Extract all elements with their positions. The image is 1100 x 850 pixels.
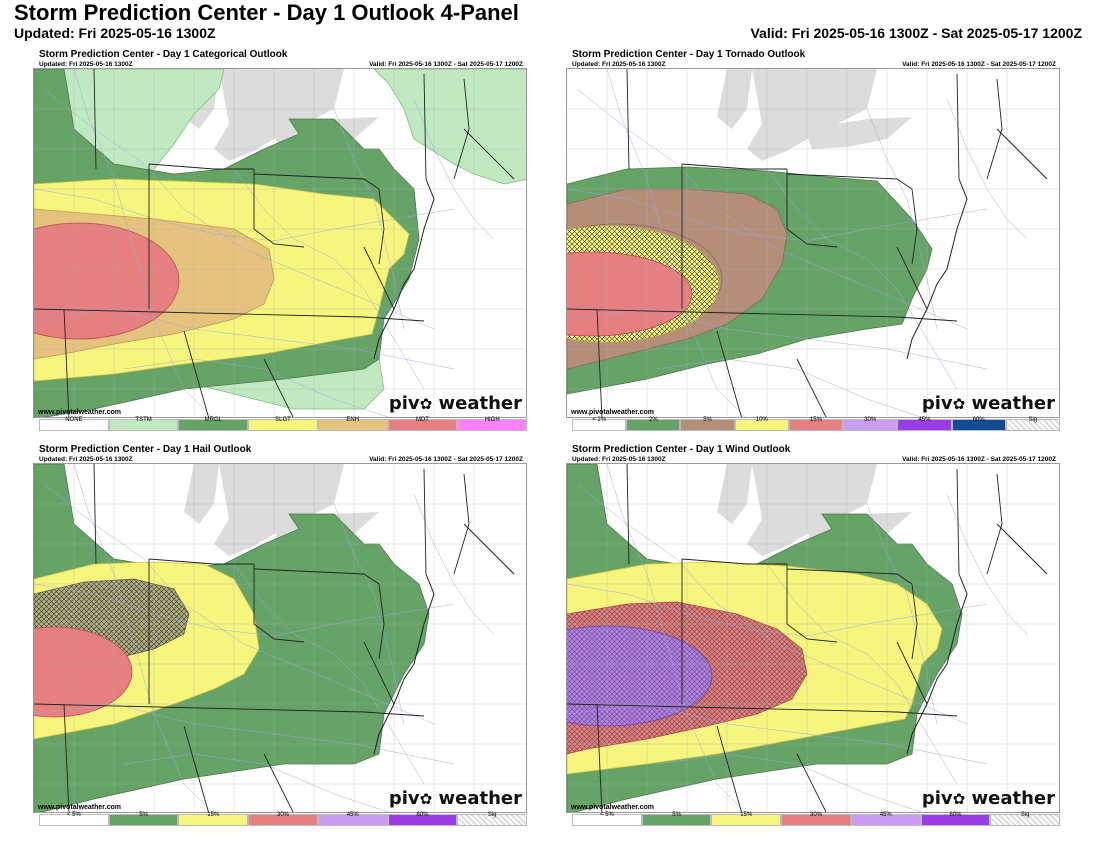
legend-item: 2% bbox=[626, 417, 681, 431]
panel-categorical: Storm Prediction Center - Day 1 Categori… bbox=[33, 46, 528, 438]
legend-categorical: NONE TSTM MRGL SLGT ENH MDT HIGH bbox=[39, 417, 528, 431]
legend-item: 15% bbox=[788, 417, 844, 431]
watermark-logo: piv✿ weather bbox=[388, 788, 522, 809]
legend-item: 45% bbox=[850, 812, 921, 826]
legend-item: 15% bbox=[178, 812, 249, 826]
panel-valid: Valid: Fri 2025-05-16 1300Z - Sat 2025-0… bbox=[369, 61, 523, 68]
legend-item: HIGH bbox=[457, 417, 528, 431]
legend-hail: < 5% 5% 15% 30% 45% 60% Sig bbox=[39, 812, 528, 826]
source-url: www.pivotalweather.com bbox=[38, 804, 121, 811]
legend-item: < 5% bbox=[39, 812, 109, 826]
logo-star-icon: ✿ bbox=[419, 395, 433, 413]
map-wind: www.pivotalweather.com piv✿ weather bbox=[566, 463, 1060, 813]
panel-valid: Valid: Fri 2025-05-16 1300Z - Sat 2025-0… bbox=[902, 61, 1056, 68]
source-url: www.pivotalweather.com bbox=[571, 804, 654, 811]
legend-tornado: < 2% 2% 5% 10% 15% 30% 45% 60% Sig bbox=[572, 417, 1060, 431]
source-url: www.pivotalweather.com bbox=[38, 409, 121, 416]
legend-item: NONE bbox=[39, 417, 109, 431]
legend-wind: < 5% 5% 15% 30% 45% 60% Sig bbox=[572, 812, 1061, 826]
legend-item: Sig bbox=[990, 812, 1061, 826]
panel-tornado: Storm Prediction Center - Day 1 Tornado … bbox=[566, 46, 1060, 438]
legend-item: 60% bbox=[951, 417, 1006, 431]
legend-item: 45% bbox=[317, 812, 388, 826]
panel-hail: Storm Prediction Center - Day 1 Hail Out… bbox=[33, 441, 528, 833]
legend-item: ENH bbox=[317, 417, 388, 431]
legend-item: 30% bbox=[248, 812, 318, 826]
legend-item: < 2% bbox=[572, 417, 627, 431]
legend-item: 5% bbox=[680, 417, 735, 431]
legend-item: 15% bbox=[711, 812, 782, 826]
source-url: www.pivotalweather.com bbox=[571, 409, 654, 416]
legend-item: 45% bbox=[897, 417, 952, 431]
logo-star-icon: ✿ bbox=[419, 790, 433, 808]
logo-star-icon: ✿ bbox=[952, 790, 966, 808]
panel-title: Storm Prediction Center - Day 1 Hail Out… bbox=[39, 444, 252, 455]
legend-item: MRGL bbox=[178, 417, 249, 431]
panel-updated: Updated: Fri 2025-05-16 1300Z bbox=[39, 61, 133, 68]
map-hail: www.pivotalweather.com piv✿ weather bbox=[33, 463, 527, 813]
valid-period: Valid: Fri 2025-05-16 1300Z - Sat 2025-0… bbox=[750, 25, 1082, 41]
page-title: Storm Prediction Center - Day 1 Outlook … bbox=[14, 0, 519, 25]
panel-updated: Updated: Fri 2025-05-16 1300Z bbox=[572, 61, 666, 68]
legend-item: < 5% bbox=[572, 812, 642, 826]
logo-star-icon: ✿ bbox=[952, 395, 966, 413]
legend-item: MDT bbox=[387, 417, 458, 431]
panel-valid: Valid: Fri 2025-05-16 1300Z - Sat 2025-0… bbox=[369, 456, 523, 463]
legend-item: 60% bbox=[920, 812, 991, 826]
legend-item: 5% bbox=[641, 812, 712, 826]
watermark-logo: piv✿ weather bbox=[921, 788, 1055, 809]
legend-item: Sig bbox=[1005, 417, 1060, 431]
panel-title: Storm Prediction Center - Day 1 Wind Out… bbox=[572, 444, 791, 455]
legend-item: 5% bbox=[108, 812, 179, 826]
legend-item: 30% bbox=[843, 417, 898, 431]
panel-title: Storm Prediction Center - Day 1 Categori… bbox=[39, 49, 288, 60]
updated-time: Updated: Fri 2025-05-16 1300Z bbox=[14, 25, 216, 41]
legend-item: TSTM bbox=[108, 417, 179, 431]
legend-item: Sig bbox=[457, 812, 528, 826]
panel-wind: Storm Prediction Center - Day 1 Wind Out… bbox=[566, 441, 1061, 833]
panel-title: Storm Prediction Center - Day 1 Tornado … bbox=[572, 49, 806, 60]
legend-item: 10% bbox=[734, 417, 789, 431]
map-categorical: www.pivotalweather.com piv✿ weather bbox=[33, 68, 527, 418]
legend-item: 60% bbox=[387, 812, 458, 826]
panel-valid: Valid: Fri 2025-05-16 1300Z - Sat 2025-0… bbox=[902, 456, 1056, 463]
legend-item: SLGT bbox=[248, 417, 318, 431]
panel-updated: Updated: Fri 2025-05-16 1300Z bbox=[39, 456, 133, 463]
legend-item: 30% bbox=[781, 812, 851, 826]
map-tornado: www.pivotalweather.com piv✿ weather bbox=[566, 68, 1060, 418]
watermark-logo: piv✿ weather bbox=[388, 393, 522, 414]
watermark-logo: piv✿ weather bbox=[921, 393, 1055, 414]
panel-updated: Updated: Fri 2025-05-16 1300Z bbox=[572, 456, 666, 463]
